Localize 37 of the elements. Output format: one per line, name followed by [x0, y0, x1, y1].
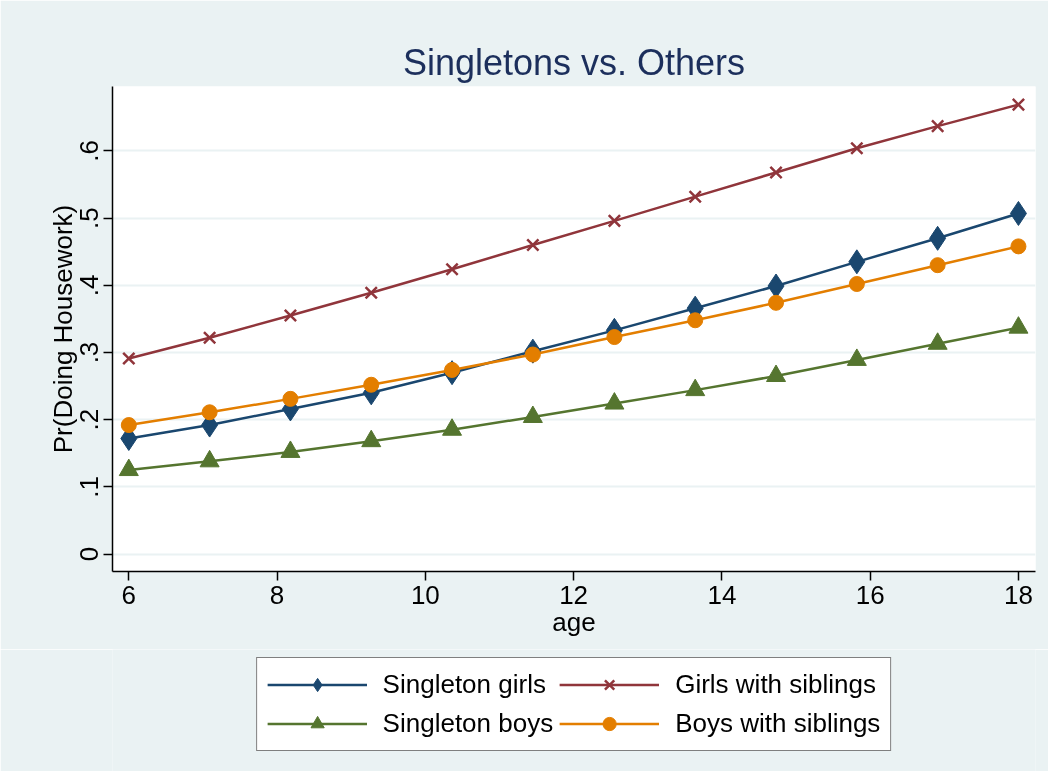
point — [283, 308, 298, 323]
point — [688, 189, 703, 204]
x-tick-label: 6 — [121, 579, 137, 610]
point — [848, 276, 865, 292]
x-tick-label: 8 — [269, 579, 285, 610]
point — [121, 351, 136, 366]
point — [1010, 238, 1027, 255]
point — [282, 390, 299, 407]
chart-title: Singletons vs. Others — [402, 41, 746, 83]
point — [525, 238, 540, 252]
point — [769, 165, 783, 180]
y-tick-label: .1 — [74, 476, 105, 498]
point — [120, 417, 137, 434]
y-tick-label: 0 — [74, 546, 105, 562]
point — [363, 376, 380, 393]
legend-label: Boys with siblings — [675, 707, 881, 740]
x-tick-label: 14 — [707, 579, 737, 610]
point — [849, 141, 864, 156]
point — [930, 119, 945, 134]
point — [929, 257, 946, 274]
point — [687, 312, 704, 329]
point — [445, 262, 459, 277]
y-tick-label: .4 — [74, 274, 105, 297]
point — [606, 329, 623, 346]
point — [201, 404, 218, 421]
point — [364, 285, 379, 300]
x-tick-label: 16 — [855, 579, 885, 610]
point — [607, 213, 622, 228]
point — [768, 294, 785, 311]
y-tick-label: .6 — [74, 140, 105, 162]
point — [1011, 97, 1026, 112]
x-tick-label: 18 — [1003, 579, 1033, 610]
legend-label: Singleton girls — [382, 668, 546, 701]
point — [202, 330, 217, 345]
legend-label: Singleton boys — [382, 707, 554, 740]
legend-label: Girls with siblings — [675, 668, 877, 701]
x-tick-label: 10 — [410, 579, 440, 610]
